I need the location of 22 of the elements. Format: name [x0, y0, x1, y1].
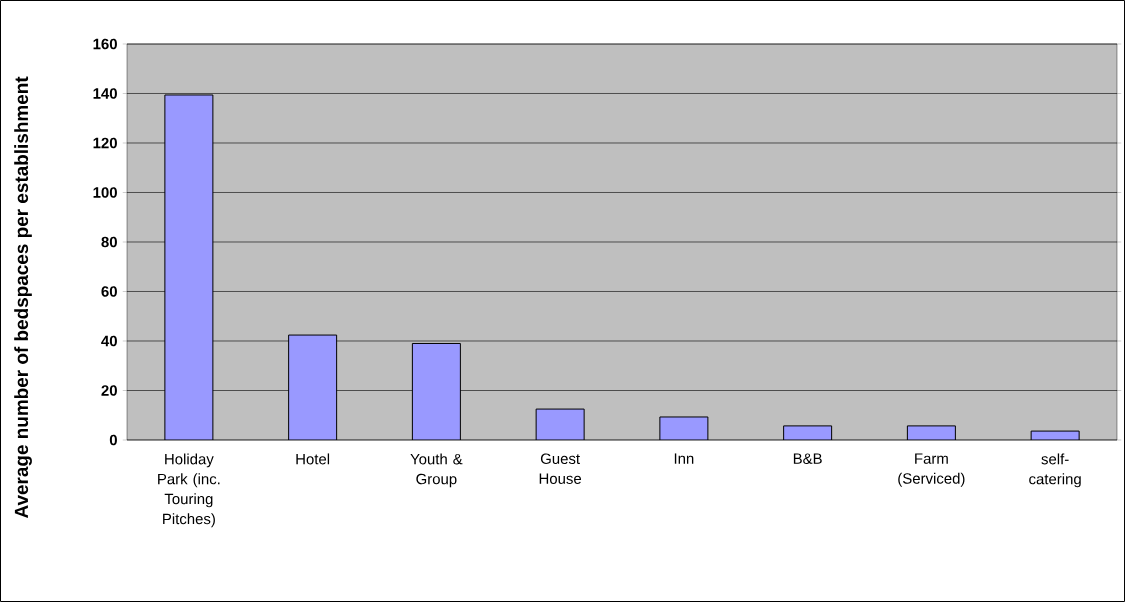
y-tick-label: 100 [93, 187, 117, 198]
y-tick-label: 120 [93, 137, 117, 149]
x-tick-label: Farm (Serviced) [898, 453, 965, 487]
x-tick-label: self-catering [1029, 453, 1081, 488]
x-tick-label: Inn [674, 453, 694, 464]
bar [164, 94, 214, 440]
y-tick-label: 20 [101, 385, 117, 396]
x-tick-label: Guest House [539, 453, 582, 484]
y-tick-label: 140 [93, 88, 117, 99]
bar [288, 334, 338, 440]
y-tick-label: 40 [101, 335, 117, 347]
x-tick-label: Holiday Park (inc. Touring Pitches) [158, 453, 220, 528]
x-tick-label: Youth & Group [410, 453, 463, 488]
y-tick-label: 0 [109, 434, 117, 446]
bar [535, 408, 585, 440]
y-tick-label: 160 [93, 38, 117, 50]
x-tick-label: Hotel [296, 453, 330, 465]
bar [411, 342, 461, 440]
x-tick-label: B&B [793, 453, 822, 464]
y-tick-label: 80 [101, 236, 117, 248]
y-tick-label: 60 [101, 286, 117, 297]
y-axis-title: Average number of bedspaces per establishment [14, 76, 32, 519]
